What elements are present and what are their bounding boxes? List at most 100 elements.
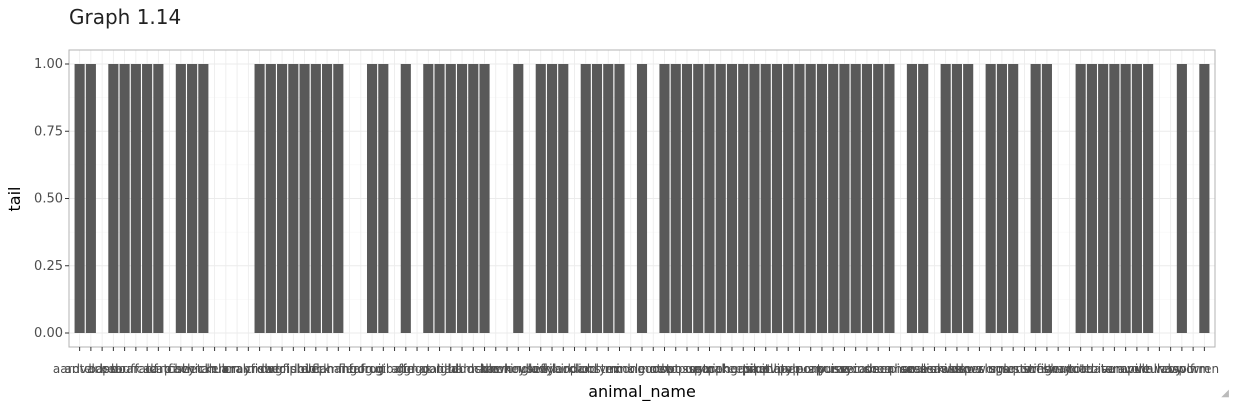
x-tick-label: platypus [762, 362, 814, 376]
bar [333, 64, 344, 333]
x-tick-label: slowworm [949, 362, 1009, 376]
bar [479, 64, 490, 333]
x-tick-label: mink [605, 362, 635, 376]
x-tick-label: cavy [167, 362, 195, 376]
x-tick-label: lynx [596, 362, 621, 376]
x-tick-label: worm [1176, 362, 1210, 376]
bar [175, 64, 186, 333]
bar [142, 64, 153, 333]
y-tick-label: 0.00 [34, 326, 63, 341]
bar [861, 64, 873, 333]
x-tick-label: cheetah [168, 362, 217, 376]
x-tick-label: rhea [865, 362, 892, 376]
x-tick-label: parakeet [694, 362, 748, 376]
x-tick-label: crayfish [225, 362, 272, 376]
bar [591, 64, 603, 333]
x-tick-label: girl [396, 362, 415, 376]
x-tick-label: seahorse [873, 362, 928, 376]
x-tick-label: dove [290, 362, 319, 376]
bar [366, 64, 378, 333]
bar [299, 64, 310, 333]
y-tick-label: 0.75 [34, 124, 63, 139]
y-axis-title: tail [5, 187, 24, 212]
x-tick-label: starfish [1013, 362, 1058, 376]
x-tick-label: vampire [1101, 362, 1150, 376]
x-tick-label: chicken [181, 362, 227, 376]
x-tick-label: polecat [777, 362, 822, 376]
bar [1086, 64, 1097, 333]
x-axis-title: animal_name [588, 382, 696, 401]
x-tick-label: tuna [1101, 362, 1128, 376]
x-tick-label: flamingo [312, 362, 365, 376]
x-tick-label: gorilla [421, 362, 458, 376]
x-tick-label: dolphin [271, 362, 315, 376]
bar [940, 64, 951, 333]
x-tick-label: haddock [436, 362, 487, 376]
bar [85, 64, 96, 333]
x-tick-label: stingray [1022, 362, 1071, 376]
x-tick-label: buffalo [115, 362, 157, 376]
x-tick-label: giraffe [375, 362, 414, 376]
bar [659, 64, 670, 333]
x-tick-label: penguin [708, 362, 757, 376]
bar [760, 64, 771, 333]
y-tick-label: 0.50 [34, 192, 63, 207]
x-axis-ticks: aardvarkantelopebassbearboarbuffalocalfc… [53, 347, 1219, 376]
x-tick-label: carp [145, 362, 172, 376]
bar [456, 64, 468, 333]
bar [614, 64, 625, 333]
bar [726, 64, 738, 333]
x-tick-label: opossum [660, 362, 714, 376]
x-tick-label: herring [485, 362, 528, 376]
x-tick-label: toad [1067, 362, 1094, 376]
bar [535, 64, 546, 333]
bar [738, 64, 749, 333]
x-tick-label: raccoon [832, 362, 880, 376]
x-tick-label: wallaby [1136, 362, 1182, 376]
bar [277, 64, 288, 333]
x-tick-label: mole [616, 362, 646, 376]
x-tick-label: swan [1043, 362, 1074, 376]
bar [513, 64, 524, 333]
x-tick-label: honeybee [489, 362, 548, 376]
bar [1143, 64, 1154, 333]
x-tick-label: oryx [685, 362, 711, 376]
bar [1098, 64, 1109, 333]
bar [704, 64, 715, 333]
bar [771, 64, 783, 333]
bar [153, 64, 164, 333]
bar [546, 64, 558, 333]
bar [794, 64, 805, 333]
x-tick-label: sparrow [989, 362, 1037, 376]
x-tick-label: bear [100, 362, 127, 376]
bar [468, 64, 479, 333]
bar [558, 64, 569, 333]
bar [198, 64, 209, 333]
x-tick-label: scorpion [864, 362, 915, 376]
bar [434, 64, 445, 333]
bar [108, 64, 119, 333]
x-tick-label: kiwi [529, 362, 552, 376]
x-tick-label: tortoise [1069, 362, 1115, 376]
x-tick-label: hamster [448, 362, 498, 376]
x-tick-label: seawasp [920, 362, 972, 376]
x-tick-label: frog [349, 362, 373, 376]
x-tick-label: termite [1047, 362, 1091, 376]
bar [74, 64, 85, 333]
bar [254, 64, 265, 333]
bar [603, 64, 614, 333]
bar [445, 64, 456, 333]
bar [1041, 64, 1052, 333]
bar [1176, 64, 1187, 333]
x-tick-label: antelope [65, 362, 118, 376]
y-axis-ticks: 0.00 0.25 0.50 0.75 1.00 [34, 57, 69, 341]
x-tick-label: tuatara [1081, 362, 1125, 376]
resize-grip-icon[interactable]: ◢ [1221, 388, 1229, 399]
y-tick-label: 1.00 [34, 57, 63, 72]
bar [839, 64, 850, 333]
bar [636, 64, 648, 333]
x-tick-label: pussycat [818, 362, 872, 376]
bar [1109, 64, 1120, 333]
bars [74, 64, 1210, 333]
bar [749, 64, 760, 333]
